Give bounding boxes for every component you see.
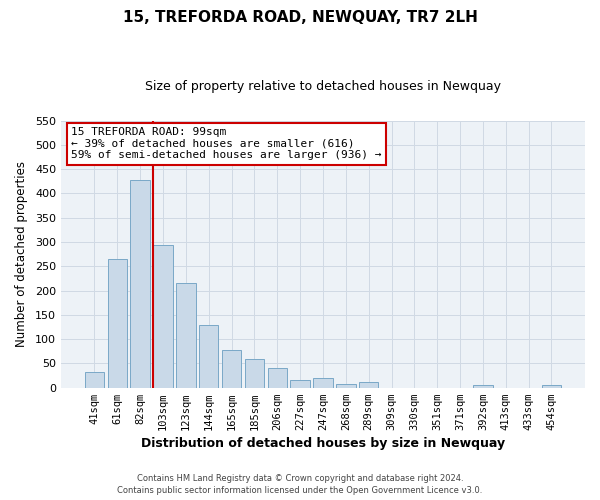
Bar (268, 368, 287, 388)
Bar (336, 384, 356, 388)
Bar (154, 246, 173, 388)
Title: Size of property relative to detached houses in Newquay: Size of property relative to detached ho… (145, 80, 501, 93)
Y-axis label: Number of detached properties: Number of detached properties (15, 161, 28, 347)
Bar (473, 386, 493, 388)
Text: Contains HM Land Registry data © Crown copyright and database right 2024.
Contai: Contains HM Land Registry data © Crown c… (118, 474, 482, 495)
Bar (199, 324, 218, 388)
Bar (107, 259, 127, 388)
Bar (313, 378, 332, 388)
Bar (222, 350, 241, 388)
Bar (290, 380, 310, 388)
Bar (359, 382, 379, 388)
Bar (176, 284, 196, 388)
Bar (542, 386, 561, 388)
Text: 15 TREFORDA ROAD: 99sqm
← 39% of detached houses are smaller (616)
59% of semi-d: 15 TREFORDA ROAD: 99sqm ← 39% of detache… (71, 127, 382, 160)
Bar (85, 372, 104, 388)
X-axis label: Distribution of detached houses by size in Newquay: Distribution of detached houses by size … (141, 437, 505, 450)
Bar (130, 180, 150, 388)
Bar (245, 358, 264, 388)
Text: 15, TREFORDA ROAD, NEWQUAY, TR7 2LH: 15, TREFORDA ROAD, NEWQUAY, TR7 2LH (122, 10, 478, 25)
